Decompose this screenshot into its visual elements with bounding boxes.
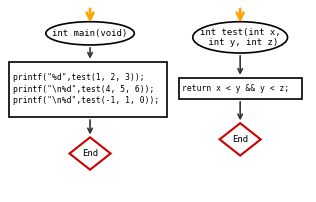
Text: return x < y && y < z;: return x < y && y < z; (182, 84, 289, 93)
Text: End: End (82, 149, 98, 158)
Bar (179, 78, 302, 99)
Polygon shape (220, 123, 261, 156)
Text: int main(void): int main(void) (52, 29, 128, 38)
Polygon shape (70, 137, 111, 170)
Ellipse shape (46, 22, 134, 45)
Text: End: End (232, 135, 248, 144)
Text: int test(int x,
 int y, int z): int test(int x, int y, int z) (200, 28, 281, 47)
Ellipse shape (193, 22, 288, 53)
Text: printf("%d",test(1, 2, 3));
printf("\n%d",test(4, 5, 6));
printf("\n%d",test(-1,: printf("%d",test(1, 2, 3)); printf("\n%d… (13, 74, 159, 105)
Bar (9, 62, 167, 117)
